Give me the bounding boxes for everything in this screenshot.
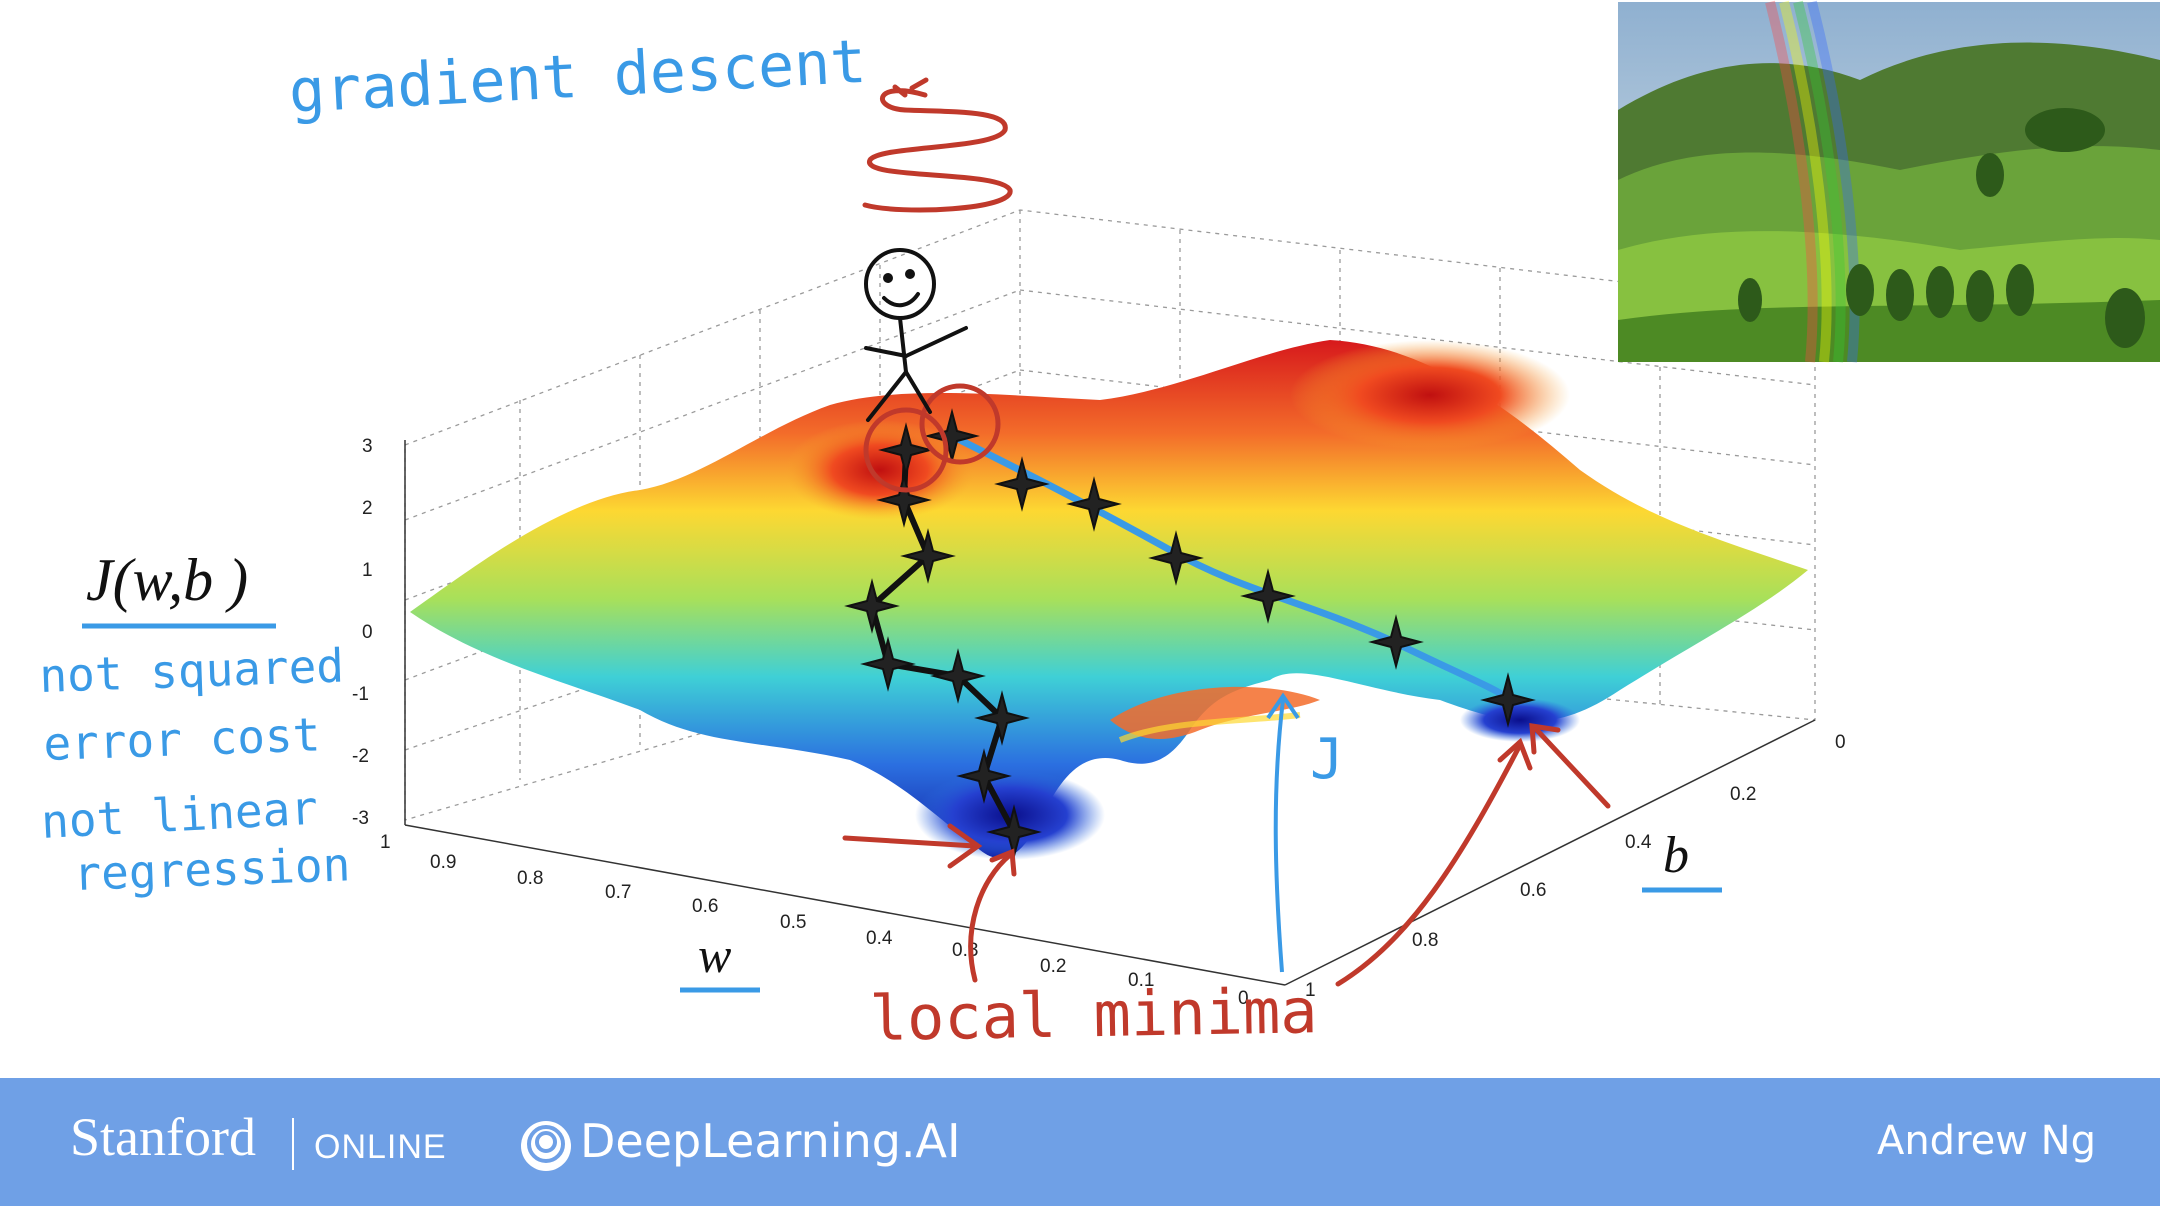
z-tick-label: 1: [362, 560, 373, 581]
j-label: J: [1310, 727, 1344, 792]
footer-divider: [292, 1118, 294, 1170]
w-tick-label: 0.1: [1128, 970, 1154, 991]
cost-surface: [410, 340, 1808, 860]
w-tick-label: 0.2: [1040, 956, 1066, 977]
footer-bar: Stanford ONLINE DeepLearning.AI Andrew N…: [0, 1078, 2160, 1206]
local-minima-label: local minima: [869, 974, 1318, 1055]
dizzy-spiral-icon: [862, 77, 1013, 213]
w-tick-label: 0.7: [605, 882, 631, 903]
slide-title: gradient descent: [287, 27, 868, 127]
start-circle: [863, 407, 949, 493]
note-line: error cost: [42, 707, 321, 771]
cost-function-label: J(w,b ): [86, 547, 248, 613]
deeplearning-brand: DeepLearning.AI: [580, 1114, 961, 1168]
start-circle: [919, 383, 1001, 465]
w-tick-label: 0.5: [780, 912, 806, 933]
deeplearning-logo-icon: [521, 1121, 571, 1171]
minima-arrows: [842, 723, 1611, 987]
landscape-photo: [1618, 0, 2160, 363]
w-tick-label: 0.3: [952, 940, 978, 961]
z-tick-label: -3: [352, 808, 369, 829]
author-name: Andrew Ng: [1876, 1118, 2096, 1164]
w-axis-label: w: [698, 927, 731, 983]
b-axis-label: b: [1663, 827, 1689, 884]
side-notes: not squared error cost not linear regres…: [38, 638, 351, 901]
b-tick-label: 0.4: [1625, 832, 1652, 853]
note-line: regression: [72, 837, 351, 901]
w-tick-label: 1: [380, 832, 391, 853]
z-axis: 3 2 1 0 -1 -2 -3: [352, 436, 406, 829]
note-line: not squared: [38, 638, 344, 703]
b-tick-label: 1: [1305, 980, 1316, 1001]
z-tick-label: 0: [362, 622, 373, 643]
w-tick-label: 0.4: [866, 928, 893, 949]
z-tick-label: 3: [362, 436, 373, 457]
b-axis: 0 0.2 0.4 0.6 0.8 1: [1284, 719, 1846, 1001]
b-tick-label: 0.6: [1520, 880, 1546, 901]
stanford-logo: Stanford: [70, 1107, 256, 1167]
w-tick-label: 0.8: [517, 868, 543, 889]
b-tick-label: 0.8: [1412, 930, 1438, 951]
z-tick-label: 2: [362, 498, 373, 519]
note-line: not linear: [40, 781, 319, 849]
b-tick-label: 0: [1835, 732, 1846, 753]
w-tick-label: 0.9: [430, 852, 456, 873]
z-tick-label: -2: [352, 746, 369, 767]
z-tick-label: -1: [352, 684, 369, 705]
w-tick-label: 0: [1238, 988, 1249, 1009]
stick-figure-icon: [864, 248, 968, 422]
online-label: ONLINE: [314, 1128, 447, 1166]
w-tick-label: 0.6: [692, 896, 718, 917]
w-axis: 1 0.9 0.8 0.7 0.6 0.5 0.4 0.3 0.2 0.1 0: [380, 824, 1286, 1009]
b-tick-label: 0.2: [1730, 784, 1756, 805]
